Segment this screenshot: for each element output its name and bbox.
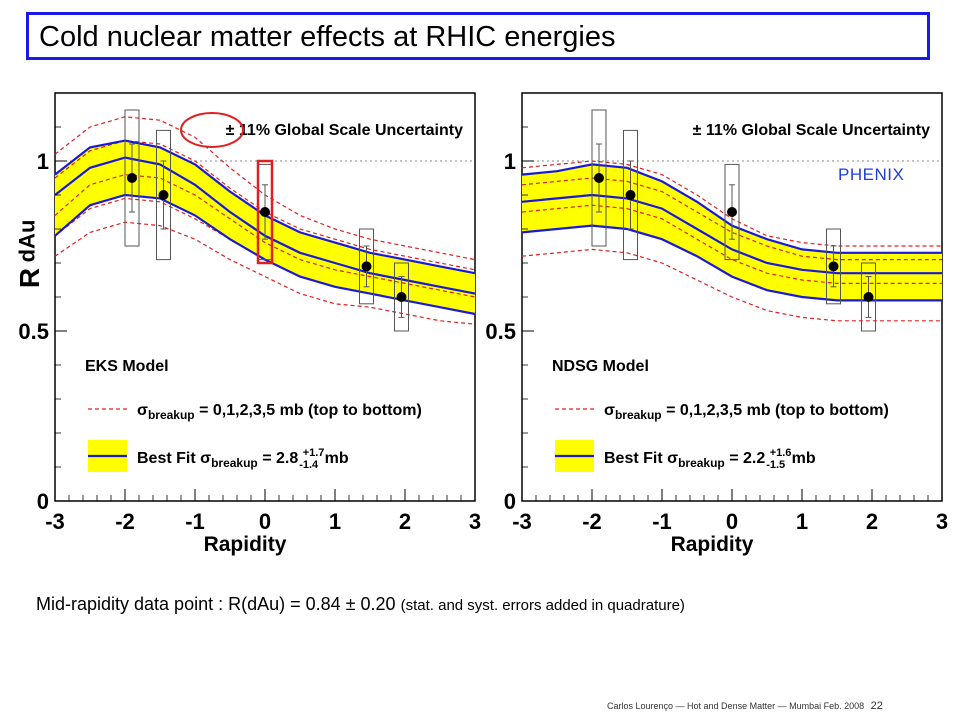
right-legend-best-fit-text: Best Fit σbreakup = 2.2 +1.6 -1.5 mb: [604, 447, 816, 471]
phenix-label: PHENIX: [838, 165, 905, 184]
right-x-tick-label: 2: [866, 509, 878, 534]
footer-text: Carlos Lourenço — Hot and Dense Matter —…: [607, 701, 865, 711]
right-sys-error-box: [591, 109, 607, 247]
right-sys-error-box: [623, 129, 638, 261]
right-x-tick-label: 3: [936, 509, 948, 534]
right-model-label: NDSG Model: [552, 358, 649, 375]
left-x-tick-label: 0: [259, 509, 271, 534]
left-sys-error-box: [156, 129, 171, 261]
right-x-tick-label: 1: [796, 509, 808, 534]
right-y-tick-label: 0: [504, 489, 516, 514]
left-x-axis-label: Rapidity: [204, 533, 287, 556]
left-data-point: [158, 190, 169, 200]
left-legend-dashed-text: σbreakup = 0,1,2,3,5 mb (top to bottom): [137, 402, 422, 422]
right-sys-error-box: [861, 262, 876, 332]
highlight-ellipse: [180, 112, 244, 148]
right-y-tick-label: 0.5: [485, 319, 516, 344]
y-axis-label-sub: dAu: [14, 219, 40, 263]
right-x-tick-label: -2: [582, 509, 602, 534]
left-x-tick-label: 1: [329, 509, 341, 534]
highlight-rectangle: [256, 159, 274, 265]
caption-paren: (stat. and syst. errors added in quadrat…: [400, 597, 685, 614]
right-uncertainty-label: ± 11% Global Scale Uncertainty: [693, 122, 930, 139]
caption: Mid-rapidity data point : R(dAu) = 0.84 …: [36, 594, 685, 615]
right-data-point: [625, 190, 636, 200]
right-data-point: [828, 261, 839, 272]
right-x-axis-label: Rapidity: [671, 533, 754, 556]
left-data-point: [260, 207, 270, 217]
right-legend-dashed-text: σbreakup = 0,1,2,3,5 mb (top to bottom): [604, 402, 889, 422]
left-y-tick-label: 0.5: [18, 319, 49, 344]
left-x-tick-label: -3: [45, 509, 65, 534]
right-data-point: [594, 173, 604, 183]
left-y-tick-label: 1: [37, 149, 49, 174]
y-axis-label-main: R: [14, 267, 46, 289]
right-x-tick-label: -1: [652, 509, 672, 534]
left-data-point: [361, 261, 372, 272]
left-x-tick-label: -2: [115, 509, 135, 534]
left-sys-error-box: [124, 109, 140, 247]
page-number: 22: [870, 700, 883, 712]
right-sys-error-box: [724, 163, 740, 261]
left-x-tick-label: -1: [185, 509, 205, 534]
left-data-point: [127, 173, 137, 183]
left-sys-error-box: [394, 262, 409, 332]
left-uncertainty-label: ± 11% Global Scale Uncertainty: [226, 122, 463, 139]
left-x-tick-label: 2: [399, 509, 411, 534]
right-sys-error-box: [826, 228, 841, 305]
footer: Carlos Lourenço — Hot and Dense Matter —…: [607, 700, 883, 712]
left-y-tick-label: 0: [37, 489, 49, 514]
left-model-label: EKS Model: [85, 358, 169, 375]
caption-main: Mid-rapidity data point : R(dAu) = 0.84 …: [36, 594, 396, 614]
right-sigma-curve-4: [521, 248, 942, 322]
right-data-point: [863, 292, 874, 302]
left-x-tick-label: 3: [469, 509, 481, 534]
title-box: Cold nuclear matter effects at RHIC ener…: [26, 12, 930, 60]
slide-title: Cold nuclear matter effects at RHIC ener…: [39, 21, 616, 53]
y-axis-label: R dAu: [14, 214, 54, 294]
right-x-tick-label: -3: [512, 509, 532, 534]
left-data-point: [396, 292, 407, 302]
right-data-point: [727, 207, 737, 217]
right-y-tick-label: 1: [504, 149, 516, 174]
left-sys-error-box: [359, 228, 374, 305]
left-sigma-curve-2: [54, 173, 476, 298]
right-x-tick-label: 0: [726, 509, 738, 534]
left-legend-best-fit-text: Best Fit σbreakup = 2.8 +1.7 -1.4 mb: [137, 447, 349, 471]
